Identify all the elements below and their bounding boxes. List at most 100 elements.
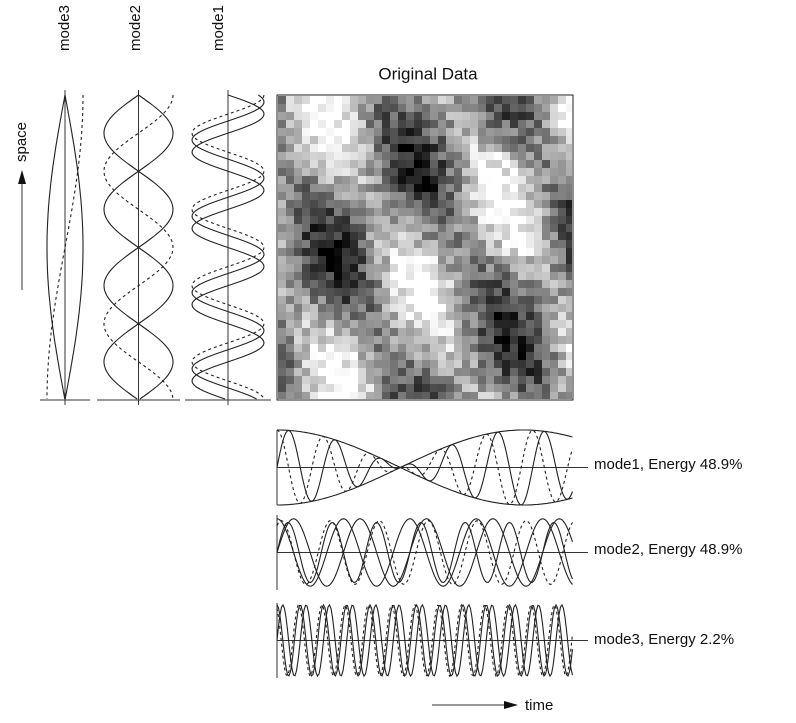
pixel [494, 360, 502, 368]
pixel [566, 200, 572, 208]
pixel [398, 128, 406, 136]
pixel [438, 144, 446, 152]
pixel [534, 216, 542, 224]
pixel [550, 216, 558, 224]
pixel [366, 128, 374, 136]
pixel [310, 168, 318, 176]
pixel [542, 360, 550, 368]
pixel [326, 128, 334, 136]
pixel [398, 256, 406, 264]
pixel [558, 96, 566, 104]
pixel [382, 208, 390, 216]
pixel [550, 240, 558, 248]
pixel [462, 256, 470, 264]
pixel [486, 320, 494, 328]
pixel [366, 232, 374, 240]
pixel [566, 392, 572, 399]
pixel [302, 256, 310, 264]
pixel [502, 200, 510, 208]
pixel [542, 264, 550, 272]
pixel [518, 352, 526, 360]
pixel [462, 128, 470, 136]
pixel [526, 232, 534, 240]
pixel [518, 184, 526, 192]
pixel [390, 96, 398, 104]
pixel [518, 288, 526, 296]
pixel [342, 200, 350, 208]
pixel [510, 192, 518, 200]
pixel [406, 264, 414, 272]
pixel [470, 272, 478, 280]
pixel [518, 384, 526, 392]
pixel [366, 184, 374, 192]
pixel [318, 248, 326, 256]
pixel [510, 160, 518, 168]
pixel [366, 208, 374, 216]
pixel [486, 256, 494, 264]
pixel [302, 240, 310, 248]
pixel [334, 344, 342, 352]
pixel [398, 216, 406, 224]
pixel [486, 216, 494, 224]
pixel [486, 304, 494, 312]
pixel [438, 328, 446, 336]
pixel [334, 328, 342, 336]
pixel [374, 264, 382, 272]
pixel [366, 296, 374, 304]
pixel [374, 312, 382, 320]
pixel [334, 296, 342, 304]
mode-curve [191, 94, 265, 400]
pixel [374, 328, 382, 336]
pixel [446, 336, 454, 344]
pixel [550, 120, 558, 128]
pixel [542, 392, 550, 399]
pixel [502, 224, 510, 232]
pixel [470, 256, 478, 264]
mode-curve [103, 94, 174, 400]
pixel [310, 152, 318, 160]
pixel [390, 120, 398, 128]
pixel [510, 256, 518, 264]
pixel [310, 272, 318, 280]
pixel [278, 240, 286, 248]
pixel [334, 232, 342, 240]
pixel [518, 304, 526, 312]
pixel [430, 224, 438, 232]
pixel [534, 392, 542, 399]
pixel [454, 240, 462, 248]
pixel [286, 336, 294, 344]
pixel [318, 224, 326, 232]
pixel [390, 288, 398, 296]
pixel [478, 216, 486, 224]
pixel [422, 304, 430, 312]
pixel [558, 368, 566, 376]
pixel [294, 304, 302, 312]
pixel [494, 112, 502, 120]
pixel [478, 392, 486, 399]
pixel [462, 136, 470, 144]
pixel [334, 176, 342, 184]
pixel [398, 224, 406, 232]
pixel [534, 112, 542, 120]
pixel [318, 368, 326, 376]
pixel [278, 368, 286, 376]
pixel [502, 192, 510, 200]
pixel [390, 296, 398, 304]
pixel [350, 256, 358, 264]
pixel [510, 376, 518, 384]
pixel [494, 152, 502, 160]
pixel [414, 264, 422, 272]
pixel [518, 272, 526, 280]
pixel [542, 176, 550, 184]
pixel [486, 224, 494, 232]
pixel [398, 296, 406, 304]
pixel [302, 200, 310, 208]
mode-curve [276, 429, 574, 506]
pixel [310, 304, 318, 312]
pixel [294, 184, 302, 192]
pixel [566, 368, 572, 376]
pixel [454, 368, 462, 376]
pixel [294, 168, 302, 176]
pixel [302, 136, 310, 144]
pixel [486, 344, 494, 352]
